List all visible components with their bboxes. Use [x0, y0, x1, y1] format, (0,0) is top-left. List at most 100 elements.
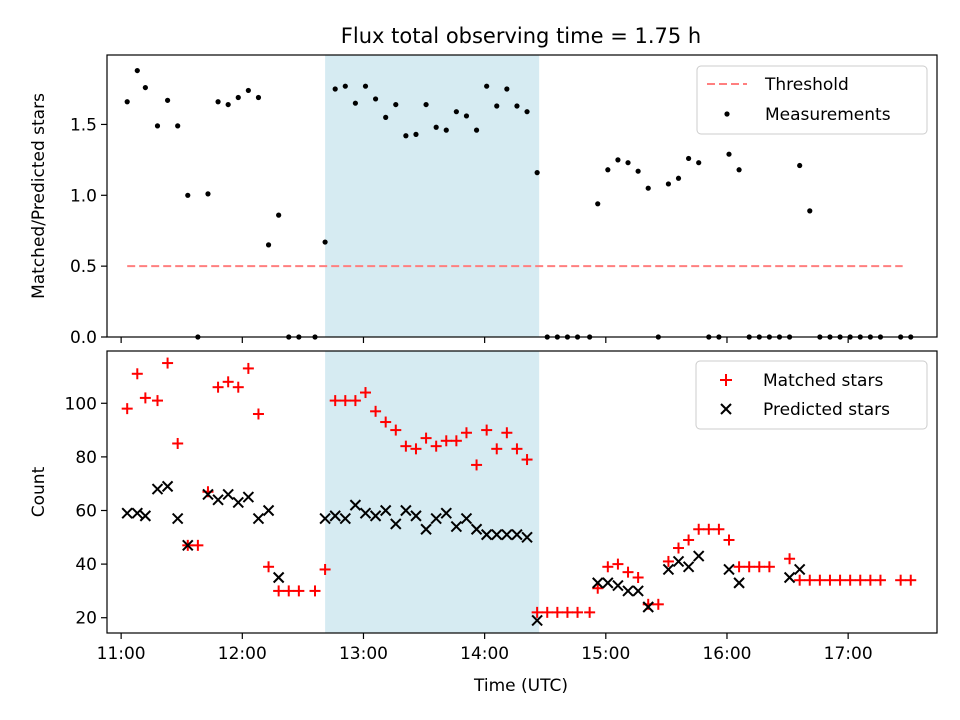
measurement-point	[164, 97, 171, 103]
ratio-legend-box	[696, 65, 928, 135]
measurement-point	[726, 151, 732, 157]
measurement-point	[352, 100, 358, 106]
matched-star-point	[151, 395, 163, 407]
measurement-point	[595, 201, 601, 207]
ratio-panel-legend: Threshold Measurements	[696, 65, 928, 135]
matched-star-point	[572, 606, 584, 618]
matched-star-point	[814, 574, 826, 586]
measurement-point	[504, 86, 510, 92]
matched-star-point	[703, 523, 715, 535]
measurement-point	[154, 123, 161, 129]
ratio-panel-observing-window	[325, 55, 540, 337]
y-tick-label: 40	[75, 555, 97, 575]
matched-star-point	[501, 427, 513, 439]
measurement-point	[423, 101, 429, 108]
matched-star-point	[763, 561, 775, 573]
measurement-point	[797, 162, 803, 169]
matched-star-point	[602, 561, 614, 573]
measurement-point	[225, 101, 231, 108]
matched-star-point	[612, 558, 624, 570]
matched-star-point	[263, 561, 275, 573]
predicted-star-point	[390, 518, 402, 530]
count-panel: 20 40 60 80 100 11:00 12:00 13:00 14:00 15:00 16:…	[29, 350, 938, 696]
measurement-point	[605, 167, 611, 173]
matched-star-point	[440, 435, 452, 447]
measurement-point	[393, 101, 399, 108]
matched-star-point	[561, 606, 573, 618]
predicted-star-point	[672, 555, 685, 568]
measurement-point	[433, 124, 439, 130]
matched-star-point	[471, 459, 483, 471]
predicted-star-point	[511, 528, 523, 541]
predicted-star-point	[262, 504, 275, 517]
matched-star-point	[430, 440, 442, 452]
measurement-point	[205, 191, 211, 197]
matched-star-point	[349, 395, 361, 407]
matched-star-point	[131, 368, 143, 380]
legend-predicted-swatch	[720, 403, 732, 415]
matched-star-point	[673, 542, 685, 554]
matched-star-point	[222, 376, 234, 388]
legend-measurements-label: Measurements	[765, 105, 891, 125]
measurement-point	[142, 84, 148, 91]
count-panel-frame	[106, 350, 938, 634]
matched-star-point	[794, 574, 806, 586]
predicted-star-point	[470, 523, 483, 535]
count-panel-legend: Matched stars Predicted stars	[695, 360, 928, 430]
x-tick-label: 14:00	[460, 644, 509, 664]
matched-star-point	[905, 574, 917, 586]
matched-star-point	[713, 523, 725, 535]
matched-star-point	[481, 424, 493, 436]
matched-star-point	[753, 561, 765, 573]
measurements-series	[124, 67, 914, 340]
measurement-point	[807, 208, 813, 214]
matched-star-point	[242, 362, 254, 374]
matched-star-point	[329, 395, 341, 407]
y-tick-label: 20	[75, 609, 97, 629]
measurement-point	[665, 181, 672, 187]
matched-star-point	[283, 585, 295, 597]
count-panel-x-axis: 11:00 12:00 13:00 14:00 15:00 16:00 17:00	[97, 633, 873, 664]
x-tick-label: 16:00	[702, 644, 751, 664]
predicted-star-point	[642, 601, 654, 613]
count-panel-y-label: Count	[29, 466, 49, 517]
measurement-point	[332, 86, 338, 92]
matched-star-point	[824, 574, 836, 586]
legend-matched-swatch	[720, 374, 732, 386]
matched-star-point	[874, 574, 886, 586]
legend-threshold-label: Threshold	[764, 75, 849, 95]
matched-star-point	[854, 574, 866, 586]
matched-star-point	[652, 598, 664, 610]
measurement-point	[265, 242, 272, 248]
measurement-point	[514, 103, 520, 109]
predicted-star-point	[723, 563, 735, 576]
predicted-star-point	[400, 504, 412, 517]
matched-star-point	[390, 424, 402, 436]
matched-star-point	[400, 440, 412, 452]
measurement-point	[524, 109, 530, 115]
y-tick-label: 0.0	[70, 328, 97, 348]
matched-star-point	[370, 405, 382, 417]
predicted-stars-series	[121, 480, 806, 627]
predicted-star-point	[612, 579, 624, 592]
matched-star-point	[121, 403, 133, 415]
measurement-point	[625, 160, 631, 166]
matched-star-point	[359, 387, 371, 399]
legend-measurements-swatch	[724, 111, 730, 117]
y-tick-label: 0.5	[70, 257, 97, 277]
measurement-point	[276, 212, 282, 218]
predicted-star-point	[531, 614, 543, 627]
y-tick-label: 100	[65, 394, 97, 414]
legend-predicted-label: Predicted stars	[763, 400, 890, 420]
matched-star-point	[192, 539, 204, 551]
predicted-star-point	[359, 507, 372, 519]
predicted-star-point	[329, 510, 341, 522]
x-tick-label: 12:00	[218, 644, 267, 664]
predicted-star-point	[592, 577, 604, 589]
predicted-star-point	[410, 510, 422, 522]
predicted-star-point	[182, 539, 194, 552]
matched-star-point	[273, 585, 285, 597]
predicted-star-point	[692, 550, 705, 562]
predicted-star-point	[131, 507, 143, 519]
